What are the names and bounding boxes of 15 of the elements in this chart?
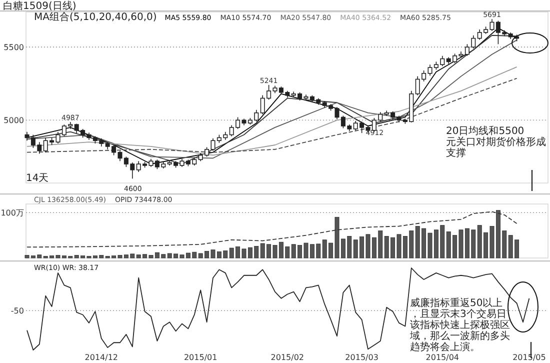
x-tick-label: 2015/04 (426, 353, 460, 362)
x-tick-label: 2015/01 (184, 353, 218, 362)
x-tick-label: 2015/02 (270, 353, 304, 362)
x-tick-label: 2014/12 (84, 353, 118, 362)
annotation: -50 (10, 306, 24, 316)
chart-title: 白糖1509(日线) (3, 0, 76, 12)
annotation: 威廉指标重返50以上，且显示末3个交易日该指标快速上探极强区域，那么一波新的多头趋势将会上演。 (409, 297, 510, 353)
annotation: 20日均线和5500元关口对期货价格形成支撑 (446, 125, 546, 159)
x-tick-label: 2015/05 (512, 353, 546, 362)
y-tick-label: 100万 (0, 208, 24, 218)
legend-title: MA组合(5,10,20,40,60,0) (34, 11, 157, 23)
y-tick-label: 5000 (4, 116, 24, 126)
annotation: 14天 (26, 173, 49, 184)
x-tick-label: 2015/03 (345, 353, 378, 362)
y-tick-label: 5500 (4, 43, 24, 52)
